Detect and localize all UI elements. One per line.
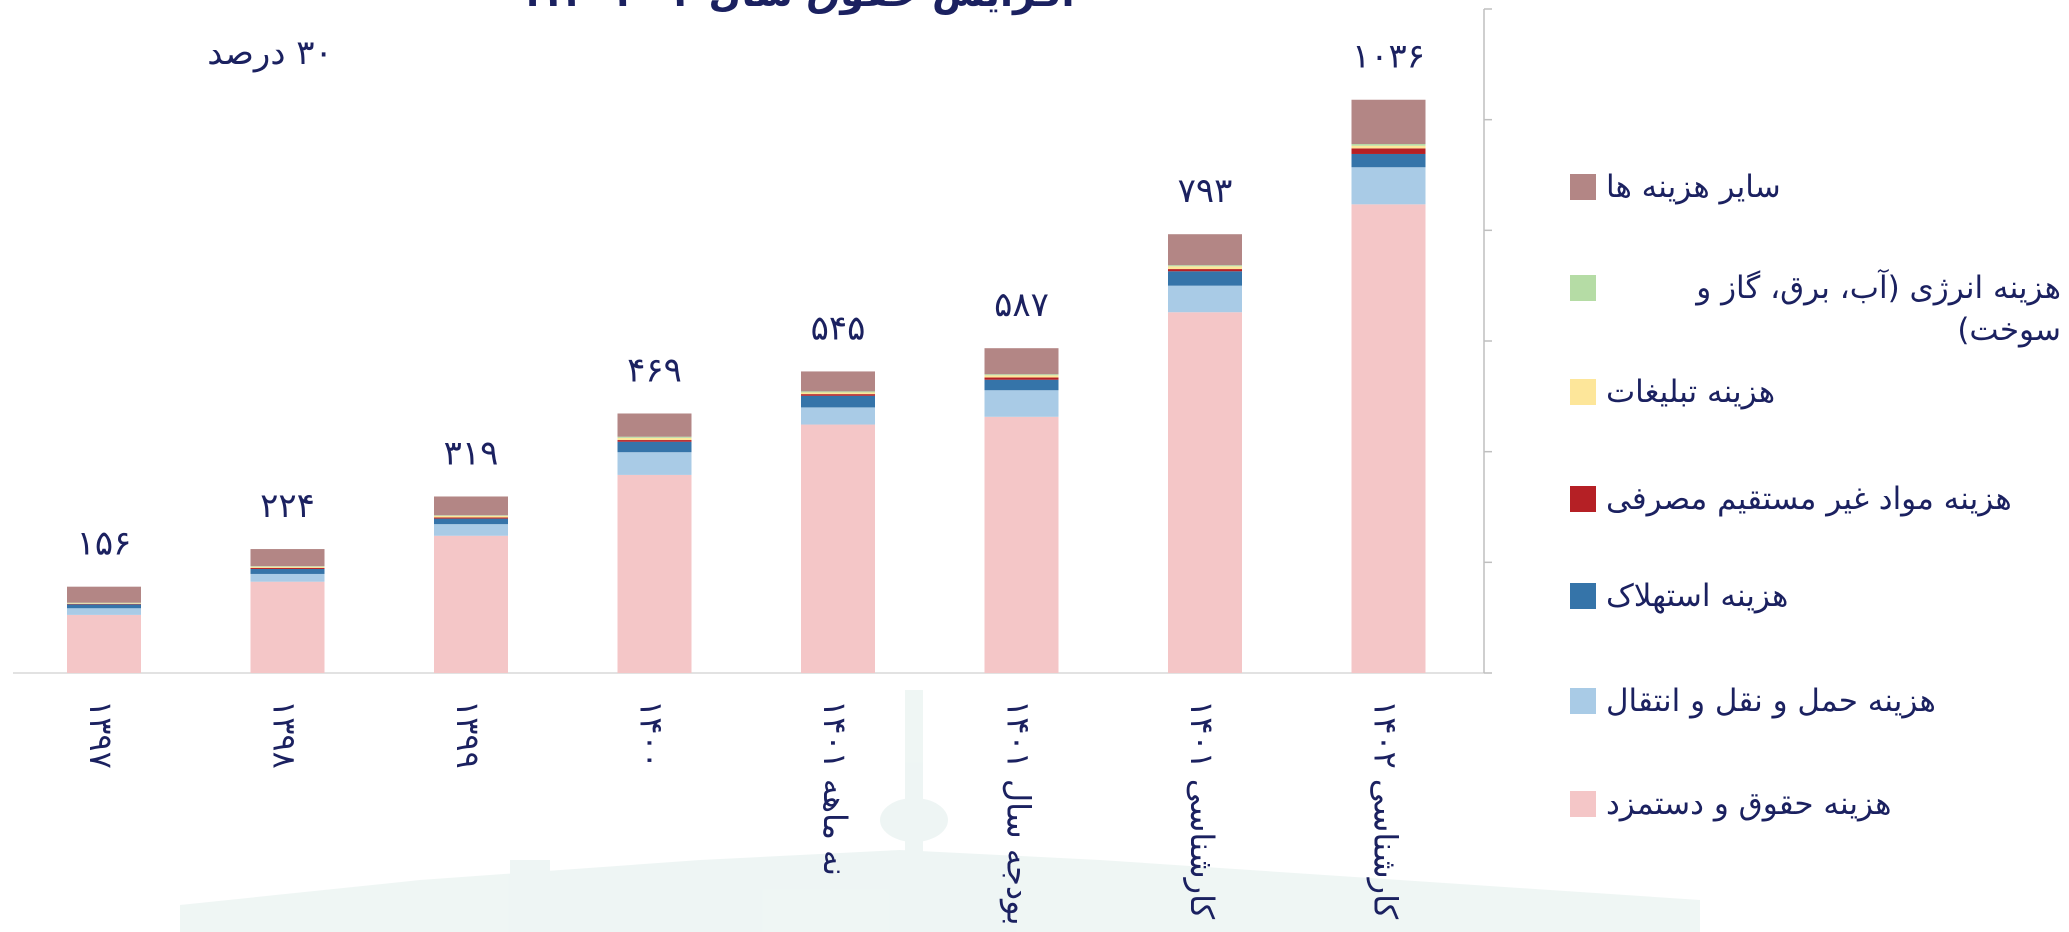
bar-segment	[984, 348, 1059, 375]
total-label: ۷۹۳	[1178, 171, 1233, 211]
legend-item: هزینه انرژی (آب، برق، گاز و سوخت)	[1570, 267, 2061, 351]
bar-segment	[67, 604, 141, 609]
legend-swatch	[1570, 275, 1596, 301]
legend-swatch	[1570, 583, 1596, 609]
skyline-watermark	[180, 690, 1700, 932]
legend: هزینه حقوق و دستمزد هزینه حمل و نقل و انت…	[1570, 0, 2069, 932]
bar-segment	[67, 602, 141, 604]
bar-segment	[1351, 204, 1426, 673]
chart-subtitle: ۳۰ درصد	[207, 33, 333, 73]
total-label: ۱۵۶	[77, 524, 132, 564]
legend-swatch	[1570, 791, 1596, 817]
chart-title: افزایش حقوق سال ۰۲-۱۴۰۱:	[525, 0, 1075, 15]
x-tick-label: بودجه سال ۱۴۰۱	[1000, 700, 1038, 926]
bar-segment	[1351, 144, 1426, 146]
bar-segment	[1351, 167, 1426, 205]
bar-segment	[250, 581, 325, 673]
bar-segment	[1168, 265, 1242, 267]
bar-segment	[617, 474, 692, 673]
legend-label: هزینه انرژی (آب، برق، گاز و سوخت)	[1696, 270, 2061, 348]
bar-segment	[801, 391, 875, 393]
bar-segment	[250, 566, 325, 568]
legend-item: هزینه استهلاک	[1570, 575, 1788, 617]
bar-segment	[1351, 148, 1426, 154]
x-tick-label: ۱۳۹۸	[266, 700, 304, 769]
bar-segment	[250, 549, 325, 567]
x-tick-label: ۱۳۹۷	[82, 700, 120, 769]
bar-segment	[434, 518, 508, 525]
legend-swatch	[1570, 174, 1596, 200]
bar-segment	[250, 573, 325, 582]
total-label: ۵۸۷	[994, 285, 1049, 325]
bar-segment	[1168, 271, 1242, 286]
x-tick-label: نه ماهه ۱۴۰۱	[816, 700, 854, 876]
legend-item: سایر هزینه ها	[1570, 166, 1781, 208]
bar-segment	[801, 392, 875, 395]
bar-segment	[434, 515, 508, 518]
legend-item: هزینه حقوق و دستمزد	[1570, 783, 1891, 825]
legend-swatch	[1570, 486, 1596, 512]
x-tick-label: کارشناسی ۱۴۰۱	[1183, 700, 1221, 920]
total-label: ۲۲۴	[260, 486, 315, 526]
bar-segment	[617, 452, 692, 475]
bar-segment	[1168, 285, 1242, 313]
legend-label: هزینه حقوق و دستمزد	[1606, 786, 1892, 822]
bar-segment	[67, 603, 141, 604]
x-tick-label: کارشناسی ۱۴۰۲	[1367, 700, 1405, 920]
bar-segment	[434, 515, 508, 516]
bar-segment	[984, 377, 1059, 380]
bar-segment	[1168, 266, 1242, 270]
bar-segment	[434, 496, 508, 516]
bar-segment	[250, 568, 325, 574]
bar-segment	[250, 566, 325, 567]
bar-segment	[984, 416, 1059, 673]
bar-segment	[801, 394, 875, 396]
bar-segment	[617, 440, 692, 442]
bar-segment	[434, 517, 508, 519]
legend-label: هزینه حمل و نقل و انتقال	[1606, 683, 1936, 719]
bar-segment	[67, 603, 141, 605]
legend-label: هزینه تبلیغات	[1606, 374, 1776, 410]
bar-segment	[434, 535, 508, 673]
total-label: ۳۱۹	[444, 433, 499, 473]
bar-segment	[1168, 312, 1242, 673]
bar-segment	[984, 374, 1059, 376]
bar-segment	[434, 524, 508, 536]
legend-swatch	[1570, 379, 1596, 405]
bar-segment	[801, 395, 875, 408]
bar-segment	[617, 437, 692, 441]
bar-segment	[801, 371, 875, 392]
x-tick-label: ۱۴۰۰	[633, 700, 671, 769]
legend-label: هزینه مواد غیر مستقیم مصرفی	[1606, 481, 2012, 517]
bar-segment	[617, 441, 692, 453]
bar-segment	[617, 413, 692, 437]
bar-segment	[1168, 269, 1242, 272]
legend-label: هزینه استهلاک	[1606, 578, 1789, 614]
bar-segment	[250, 567, 325, 569]
bar-segment	[801, 407, 875, 425]
bar-segment	[984, 379, 1059, 391]
legend-item: هزینه تبلیغات	[1570, 371, 1775, 413]
bar-segment	[67, 614, 141, 673]
legend-item: هزینه حمل و نقل و انتقال	[1570, 680, 1936, 722]
total-label: ۵۴۵	[811, 308, 866, 348]
bar-segment	[1351, 153, 1426, 168]
legend-swatch	[1570, 688, 1596, 714]
legend-item: هزینه مواد غیر مستقیم مصرفی	[1570, 478, 2012, 520]
bar-segment	[67, 608, 141, 615]
bar-segment	[617, 436, 692, 438]
legend-label: سایر هزینه ها	[1606, 169, 1781, 205]
bar-segment	[984, 390, 1059, 417]
bar-segment	[67, 586, 141, 603]
bar-segment	[1168, 234, 1242, 266]
bar-segment	[1351, 145, 1426, 149]
x-tick-label: ۱۳۹۹	[449, 700, 487, 769]
bar-segment	[984, 375, 1059, 378]
total-label: ۴۶۹	[627, 350, 682, 390]
bar-segment	[801, 424, 875, 673]
total-label: ۱۰۳۶	[1352, 37, 1425, 77]
bar-segment	[1351, 99, 1426, 145]
